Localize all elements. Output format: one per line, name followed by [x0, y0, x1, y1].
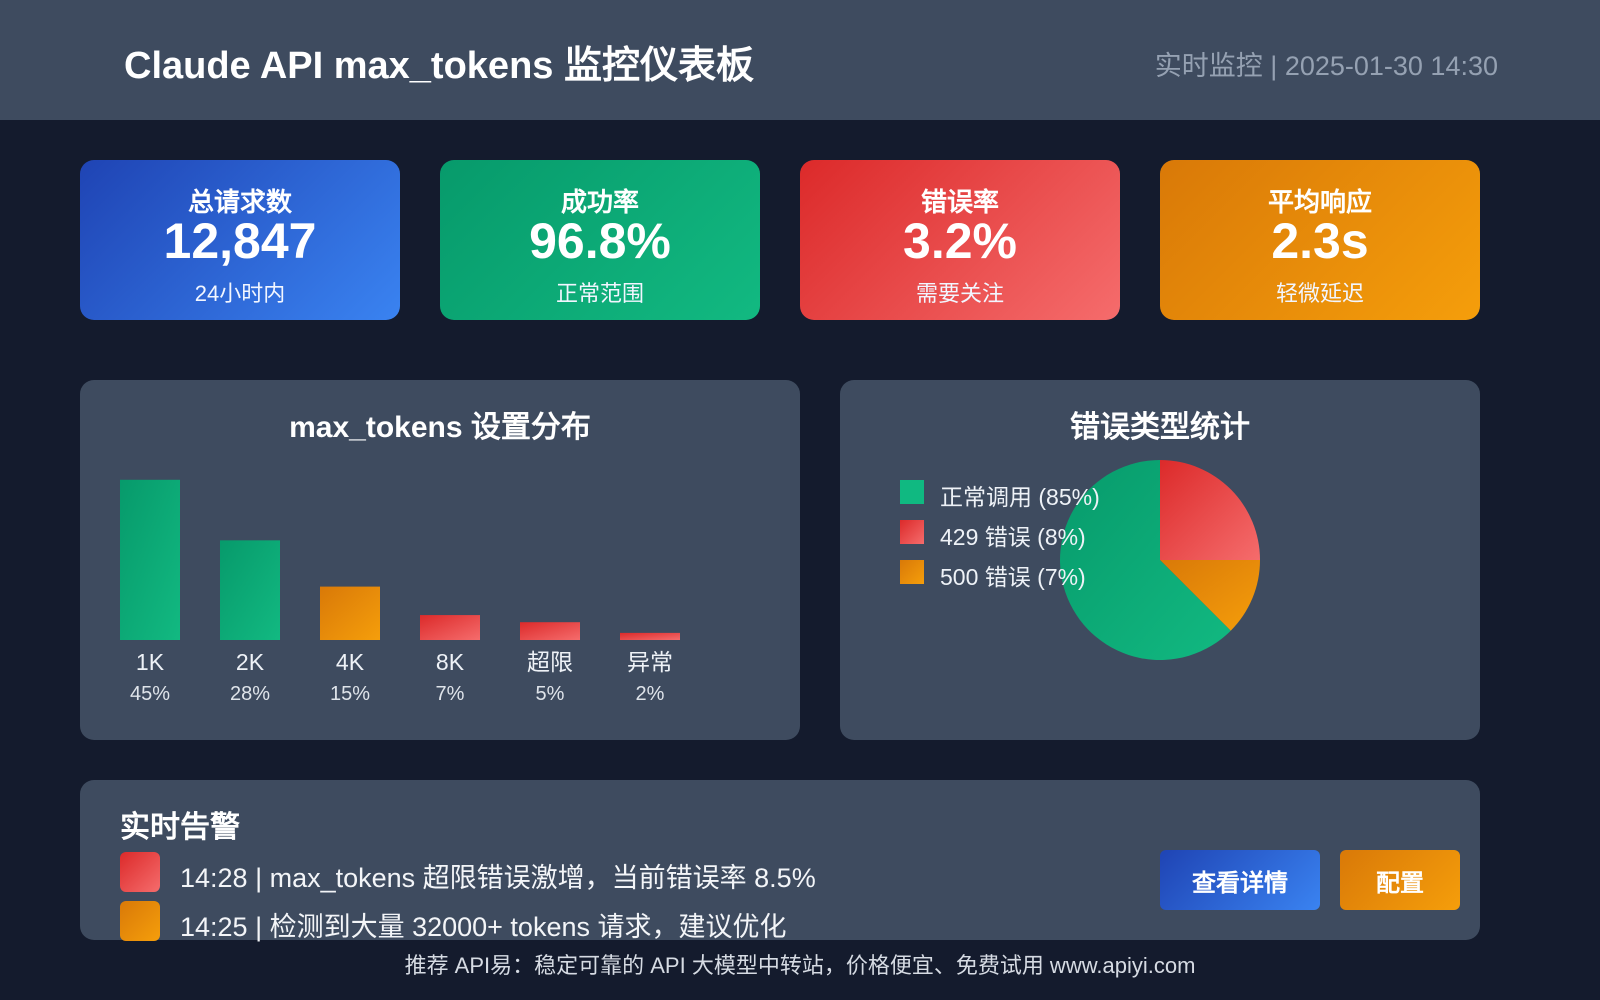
- stat-sub: 正常范围: [555, 281, 644, 306]
- header: Claude API max_tokens 监控仪表板 实时监控 | 2025-…: [0, 0, 1600, 120]
- stat-label: 总请求数: [187, 187, 292, 217]
- realtime-alerts-panel: 实时告警 14:28 | max_tokens 超限错误激增，当前错误率 8.5…: [80, 780, 1480, 942]
- legend-label: 500 错误 (7%): [940, 564, 1086, 590]
- bar-category-label: 2K: [236, 649, 265, 675]
- stat-label: 平均响应: [1267, 187, 1372, 217]
- monitor-status: 实时监控 | 2025-01-30 14:30: [1154, 51, 1498, 81]
- legend-swatch: [900, 560, 924, 584]
- bar-5: [620, 632, 680, 640]
- bar-category-label: 1K: [136, 649, 165, 675]
- max-tokens-distribution-panel: max_tokens 设置分布 1K 45% 2K 28% 4K 15% 8K 7% 超限 5% 异…: [80, 380, 800, 740]
- stat-value: 2.3s: [1271, 213, 1369, 269]
- alerts-title: 实时告警: [120, 811, 240, 844]
- stat-value: 12,847: [163, 213, 317, 269]
- pie-slice-0: [1060, 459, 1231, 660]
- bar-value-label: 2%: [636, 683, 665, 705]
- bar-value-label: 15%: [330, 683, 370, 705]
- bar-category-label: 异常: [627, 649, 673, 675]
- stat-value: 3.2%: [903, 213, 1017, 269]
- bar-4: [520, 622, 580, 640]
- bar-chart-title: max_tokens 设置分布: [289, 411, 591, 444]
- stat-card-success-rate: 成功率 96.8% 正常范围: [440, 160, 760, 320]
- stat-sub: 24小时内: [194, 281, 286, 306]
- stat-sub: 轻微延迟: [1275, 281, 1364, 306]
- bar-1: [220, 540, 280, 640]
- bar-value-label: 5%: [536, 683, 565, 705]
- footer-promo: 推荐 API易：稳定可靠的 API 大模型中转站，价格便宜、免费试用 www.a…: [404, 953, 1196, 978]
- pie-chart-title: 错误类型统计: [1070, 411, 1250, 444]
- alert-level-orange-icon: [120, 901, 160, 941]
- view-details-button[interactable]: 查看详情: [1160, 850, 1320, 910]
- stat-card-avg-response: 平均响应 2.3s 轻微延迟: [1160, 160, 1480, 320]
- bar-value-label: 28%: [230, 683, 270, 705]
- stat-label: 成功率: [560, 187, 639, 217]
- error-type-panel: 错误类型统计 正常调用 (85%) 429 错误 (8%) 500 错误 (7%…: [840, 380, 1480, 740]
- stat-sub: 需要关注: [915, 281, 1004, 306]
- legend-swatch: [900, 480, 924, 504]
- alert-text: 14:28 | max_tokens 超限错误激增，当前错误率 8.5%: [180, 863, 816, 893]
- legend-label: 正常调用 (85%): [940, 484, 1100, 510]
- legend-swatch: [900, 520, 924, 544]
- pie-slice-2: [1160, 560, 1260, 631]
- bar-value-label: 7%: [436, 683, 465, 705]
- bar-0: [120, 479, 180, 640]
- stat-label: 错误率: [920, 187, 999, 217]
- pie-chart: [1060, 459, 1260, 660]
- pie-slice-1: [1160, 460, 1260, 560]
- bar-chart: 1K 45% 2K 28% 4K 15% 8K 7% 超限 5% 异常 2%: [120, 479, 680, 705]
- stat-card-total-requests: 总请求数 12,847 24小时内: [80, 160, 400, 320]
- bar-category-label: 超限: [527, 649, 573, 675]
- bar-category-label: 8K: [436, 649, 465, 675]
- alert-level-red-icon: [120, 852, 160, 892]
- bar-category-label: 4K: [336, 649, 365, 675]
- legend-label: 429 错误 (8%): [940, 524, 1086, 550]
- alert-text: 14:25 | 检测到大量 32000+ tokens 请求，建议优化: [180, 912, 787, 942]
- page-title: Claude API max_tokens 监控仪表板: [124, 45, 754, 87]
- bar-value-label: 45%: [130, 683, 170, 705]
- bar-2: [320, 586, 380, 640]
- stat-value: 96.8%: [529, 213, 671, 269]
- stat-card-error-rate: 错误率 3.2% 需要关注: [800, 160, 1120, 320]
- config-button[interactable]: 配置: [1340, 850, 1460, 910]
- bar-3: [420, 615, 480, 640]
